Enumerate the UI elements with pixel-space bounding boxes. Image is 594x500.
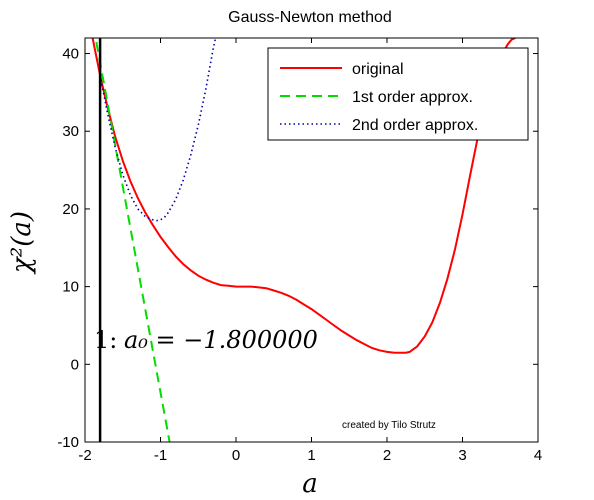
x-tick-label: 3 (458, 447, 466, 464)
legend-label-1: original (352, 61, 404, 78)
annotation-text: a₀ = −1.800000 (124, 326, 318, 354)
x-tick-label: -2 (78, 447, 91, 464)
x-axis-label: a (302, 469, 318, 499)
y-axis-label: χ²(a) (7, 211, 37, 275)
legend-label-2: 1st order approx. (352, 89, 473, 106)
chart-title: Gauss-Newton method (228, 9, 392, 26)
x-tick-label: 1 (307, 447, 315, 464)
legend-label-3: 2nd order approx. (352, 117, 478, 134)
legend-box (267, 47, 529, 141)
y-tick-label: -10 (57, 434, 79, 451)
x-tick-label: 0 (232, 447, 240, 464)
x-tick-label: 2 (383, 447, 391, 464)
legend-items: original 1st order approx. 2nd order appro… (280, 61, 478, 134)
y-tick-label: 10 (62, 279, 79, 296)
x-tick-label: 4 (534, 447, 542, 464)
y-tick-label: 0 (71, 356, 79, 373)
y-tick-label: 20 (62, 201, 79, 218)
y-tick-label: 40 (62, 46, 79, 63)
series-layer (91, 38, 516, 442)
annotation: 1: a₀ = −1.800000 (94, 326, 318, 354)
series-line-2 (95, 41, 171, 442)
series-line-3 (99, 38, 217, 222)
series-line-1 (91, 38, 516, 354)
legend: original 1st order approx. 2nd order appro… (267, 47, 529, 141)
credit-text: created by Tilo Strutz (342, 420, 436, 431)
y-tick-label: 30 (62, 123, 79, 140)
annotation-prefix: 1: (94, 326, 117, 354)
x-tick-label: -1 (154, 447, 167, 464)
